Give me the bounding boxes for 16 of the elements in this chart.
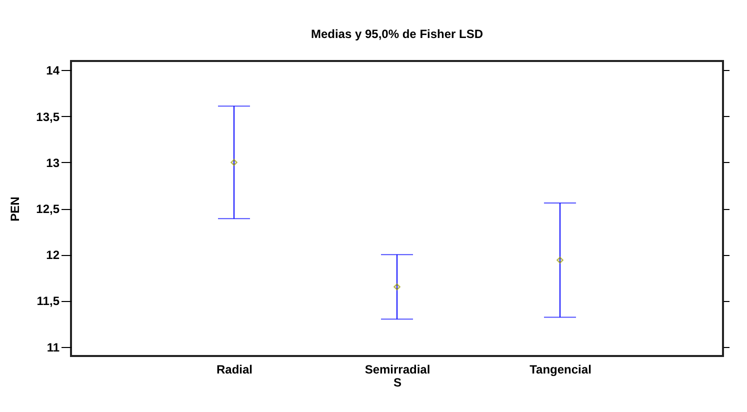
y-tick-label: 12 [46,248,60,262]
y-tick-label: 11 [46,340,60,354]
point [394,283,400,290]
y-axis-title: PEN [8,196,22,222]
y-tick-label: 12,5 [36,202,60,216]
x-tick-label: Tangencial [530,362,592,376]
chart-title: Medias y 95,0% de Fisher LSD [310,27,484,41]
point [230,159,238,166]
y-tick-label: 14 [46,64,60,78]
y-tick-label: 13 [46,156,60,170]
point [556,256,564,264]
y-tick-label: 13,5 [36,110,60,124]
x-tick-label: Semirradial [364,362,430,376]
y-tick-label: 11,5 [36,294,60,308]
x-tick-label: Radial [216,362,253,376]
x-axis-title: S [393,376,402,390]
